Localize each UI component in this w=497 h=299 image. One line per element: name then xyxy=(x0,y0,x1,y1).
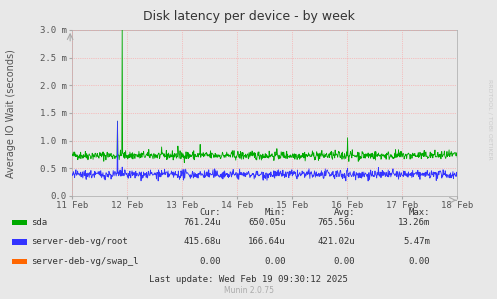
Text: Max:: Max: xyxy=(409,208,430,217)
Text: Avg:: Avg: xyxy=(334,208,355,217)
Text: 0.00: 0.00 xyxy=(200,257,221,266)
Text: Disk latency per device - by week: Disk latency per device - by week xyxy=(143,10,354,23)
Text: 0.00: 0.00 xyxy=(264,257,286,266)
Text: 421.02u: 421.02u xyxy=(318,237,355,246)
Text: 415.68u: 415.68u xyxy=(183,237,221,246)
Text: 0.00: 0.00 xyxy=(334,257,355,266)
Text: Cur:: Cur: xyxy=(200,208,221,217)
Text: Munin 2.0.75: Munin 2.0.75 xyxy=(224,286,273,295)
Text: 166.64u: 166.64u xyxy=(248,237,286,246)
Text: 650.05u: 650.05u xyxy=(248,218,286,227)
Text: server-deb-vg/swap_l: server-deb-vg/swap_l xyxy=(31,257,138,266)
Text: server-deb-vg/root: server-deb-vg/root xyxy=(31,237,128,246)
Text: 13.26m: 13.26m xyxy=(398,218,430,227)
Text: Last update: Wed Feb 19 09:30:12 2025: Last update: Wed Feb 19 09:30:12 2025 xyxy=(149,275,348,284)
Text: 0.00: 0.00 xyxy=(409,257,430,266)
Text: Average IO Wait (seconds): Average IO Wait (seconds) xyxy=(6,49,16,178)
Text: Min:: Min: xyxy=(264,208,286,217)
Text: 761.24u: 761.24u xyxy=(183,218,221,227)
Text: sda: sda xyxy=(31,218,47,227)
Text: 765.56u: 765.56u xyxy=(318,218,355,227)
Text: 5.47m: 5.47m xyxy=(403,237,430,246)
Text: RRDTOOL / TOBI OETIKER: RRDTOOL / TOBI OETIKER xyxy=(487,79,492,160)
